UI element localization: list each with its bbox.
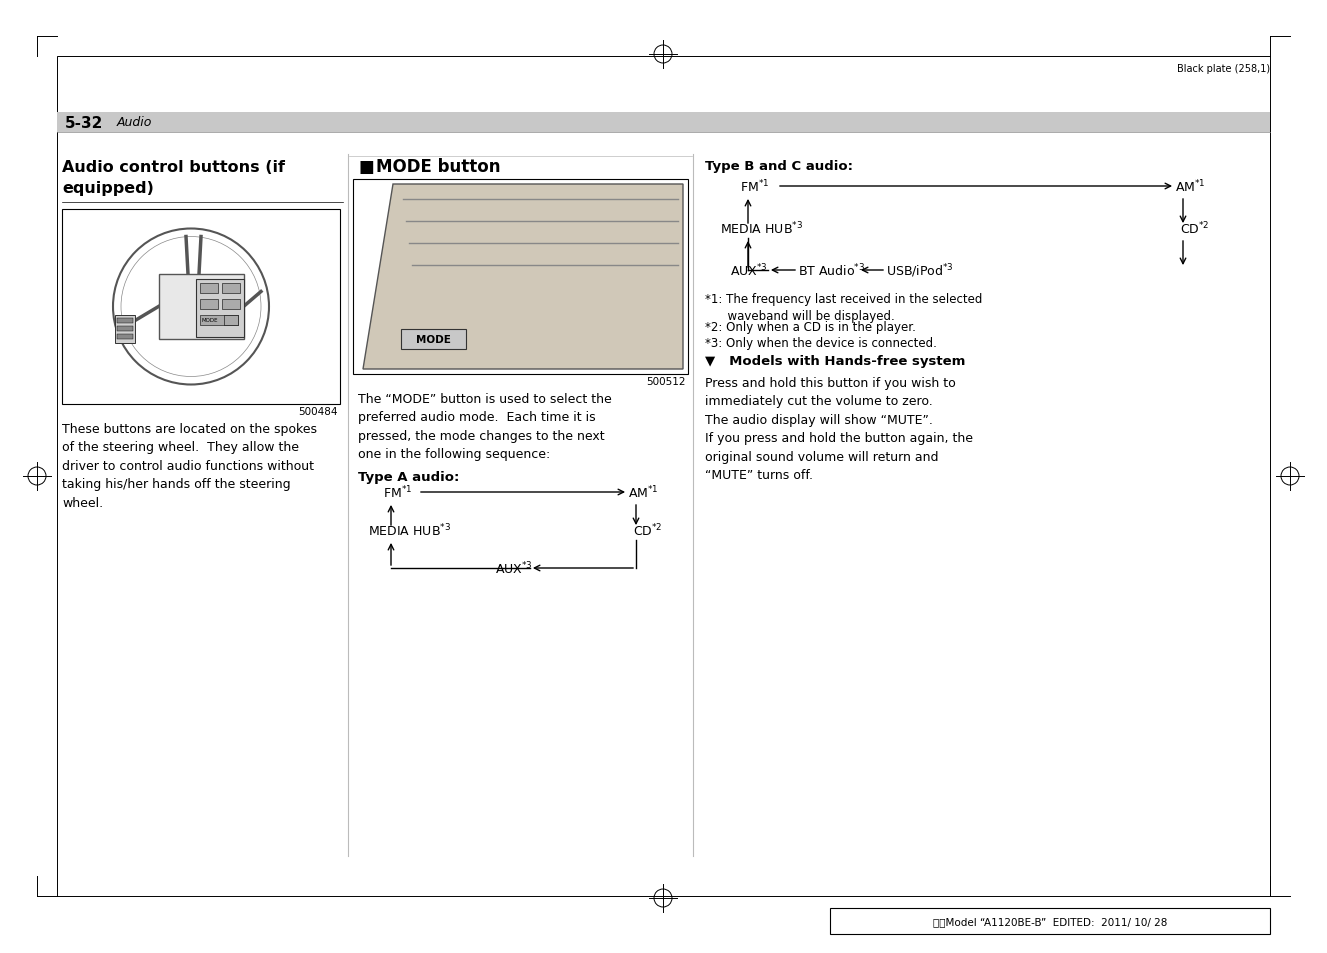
Bar <box>353 180 687 375</box>
Text: 北米Model “A1120BE-B”  EDITED:  2011/ 10/ 28: 北米Model “A1120BE-B” EDITED: 2011/ 10/ 28 <box>933 916 1168 926</box>
Text: *2: Only when a CD is in the player.: *2: Only when a CD is in the player. <box>705 320 916 334</box>
Text: Type A audio:: Type A audio: <box>358 471 459 483</box>
Bar <box>117 318 133 323</box>
Bar <box>115 315 135 343</box>
Text: AUX$^{*3}$: AUX$^{*3}$ <box>730 262 767 279</box>
Bar <box>57 57 1270 896</box>
Text: *1: The frequency last received in the selected
      waveband will be displayed: *1: The frequency last received in the s… <box>705 293 982 323</box>
Text: Press and hold this button if you wish to
immediately cut the volume to zero.
Th: Press and hold this button if you wish t… <box>705 376 973 482</box>
Text: ▼   Models with Hands-free system: ▼ Models with Hands-free system <box>705 355 965 368</box>
Bar <box>200 315 238 325</box>
Bar <box>117 335 133 339</box>
Text: Type B and C audio:: Type B and C audio: <box>705 160 853 172</box>
Text: MODE: MODE <box>202 317 218 323</box>
Text: USB/iPod$^{*3}$: USB/iPod$^{*3}$ <box>886 262 954 279</box>
Text: The “MODE” button is used to select the
preferred audio mode.  Each time it is
p: The “MODE” button is used to select the … <box>358 393 612 461</box>
Text: 500512: 500512 <box>646 376 686 387</box>
Bar <box>57 112 1270 132</box>
Text: AUX$^{*3}$: AUX$^{*3}$ <box>495 560 532 577</box>
Text: MEDIA HUB$^{*3}$: MEDIA HUB$^{*3}$ <box>721 220 803 237</box>
Bar <box>196 279 244 337</box>
Text: 5-32: 5-32 <box>65 115 104 131</box>
Text: Audio: Audio <box>117 116 153 130</box>
Bar <box>222 283 240 294</box>
Text: ■: ■ <box>358 158 374 175</box>
Text: MEDIA HUB$^{*3}$: MEDIA HUB$^{*3}$ <box>368 522 451 538</box>
Text: MODE button: MODE button <box>376 158 500 175</box>
Text: equipped): equipped) <box>62 181 154 195</box>
Text: FM$^{*1}$: FM$^{*1}$ <box>740 178 770 195</box>
Bar <box>158 274 243 339</box>
Text: MODE: MODE <box>415 335 450 345</box>
Bar <box>200 283 218 294</box>
Bar <box>200 299 218 309</box>
Bar <box>829 908 1270 934</box>
Text: BT Audio$^{*3}$: BT Audio$^{*3}$ <box>798 262 865 279</box>
Bar <box>222 299 240 309</box>
Bar <box>224 315 238 325</box>
Text: Black plate (258,1): Black plate (258,1) <box>1177 64 1270 74</box>
Polygon shape <box>364 185 683 370</box>
Text: FM$^{*1}$: FM$^{*1}$ <box>384 484 413 500</box>
Text: AM$^{*1}$: AM$^{*1}$ <box>1174 178 1205 195</box>
Text: These buttons are located on the spokes
of the steering wheel.  They allow the
d: These buttons are located on the spokes … <box>62 422 317 510</box>
Bar <box>401 330 466 350</box>
Text: AM$^{*1}$: AM$^{*1}$ <box>628 484 658 500</box>
Bar <box>62 210 340 405</box>
Text: 500484: 500484 <box>299 407 338 416</box>
Text: CD$^{*2}$: CD$^{*2}$ <box>633 522 662 538</box>
Bar <box>117 326 133 331</box>
Text: CD$^{*2}$: CD$^{*2}$ <box>1180 220 1209 237</box>
Text: Audio control buttons (if: Audio control buttons (if <box>62 160 285 174</box>
Text: *3: Only when the device is connected.: *3: Only when the device is connected. <box>705 336 937 350</box>
